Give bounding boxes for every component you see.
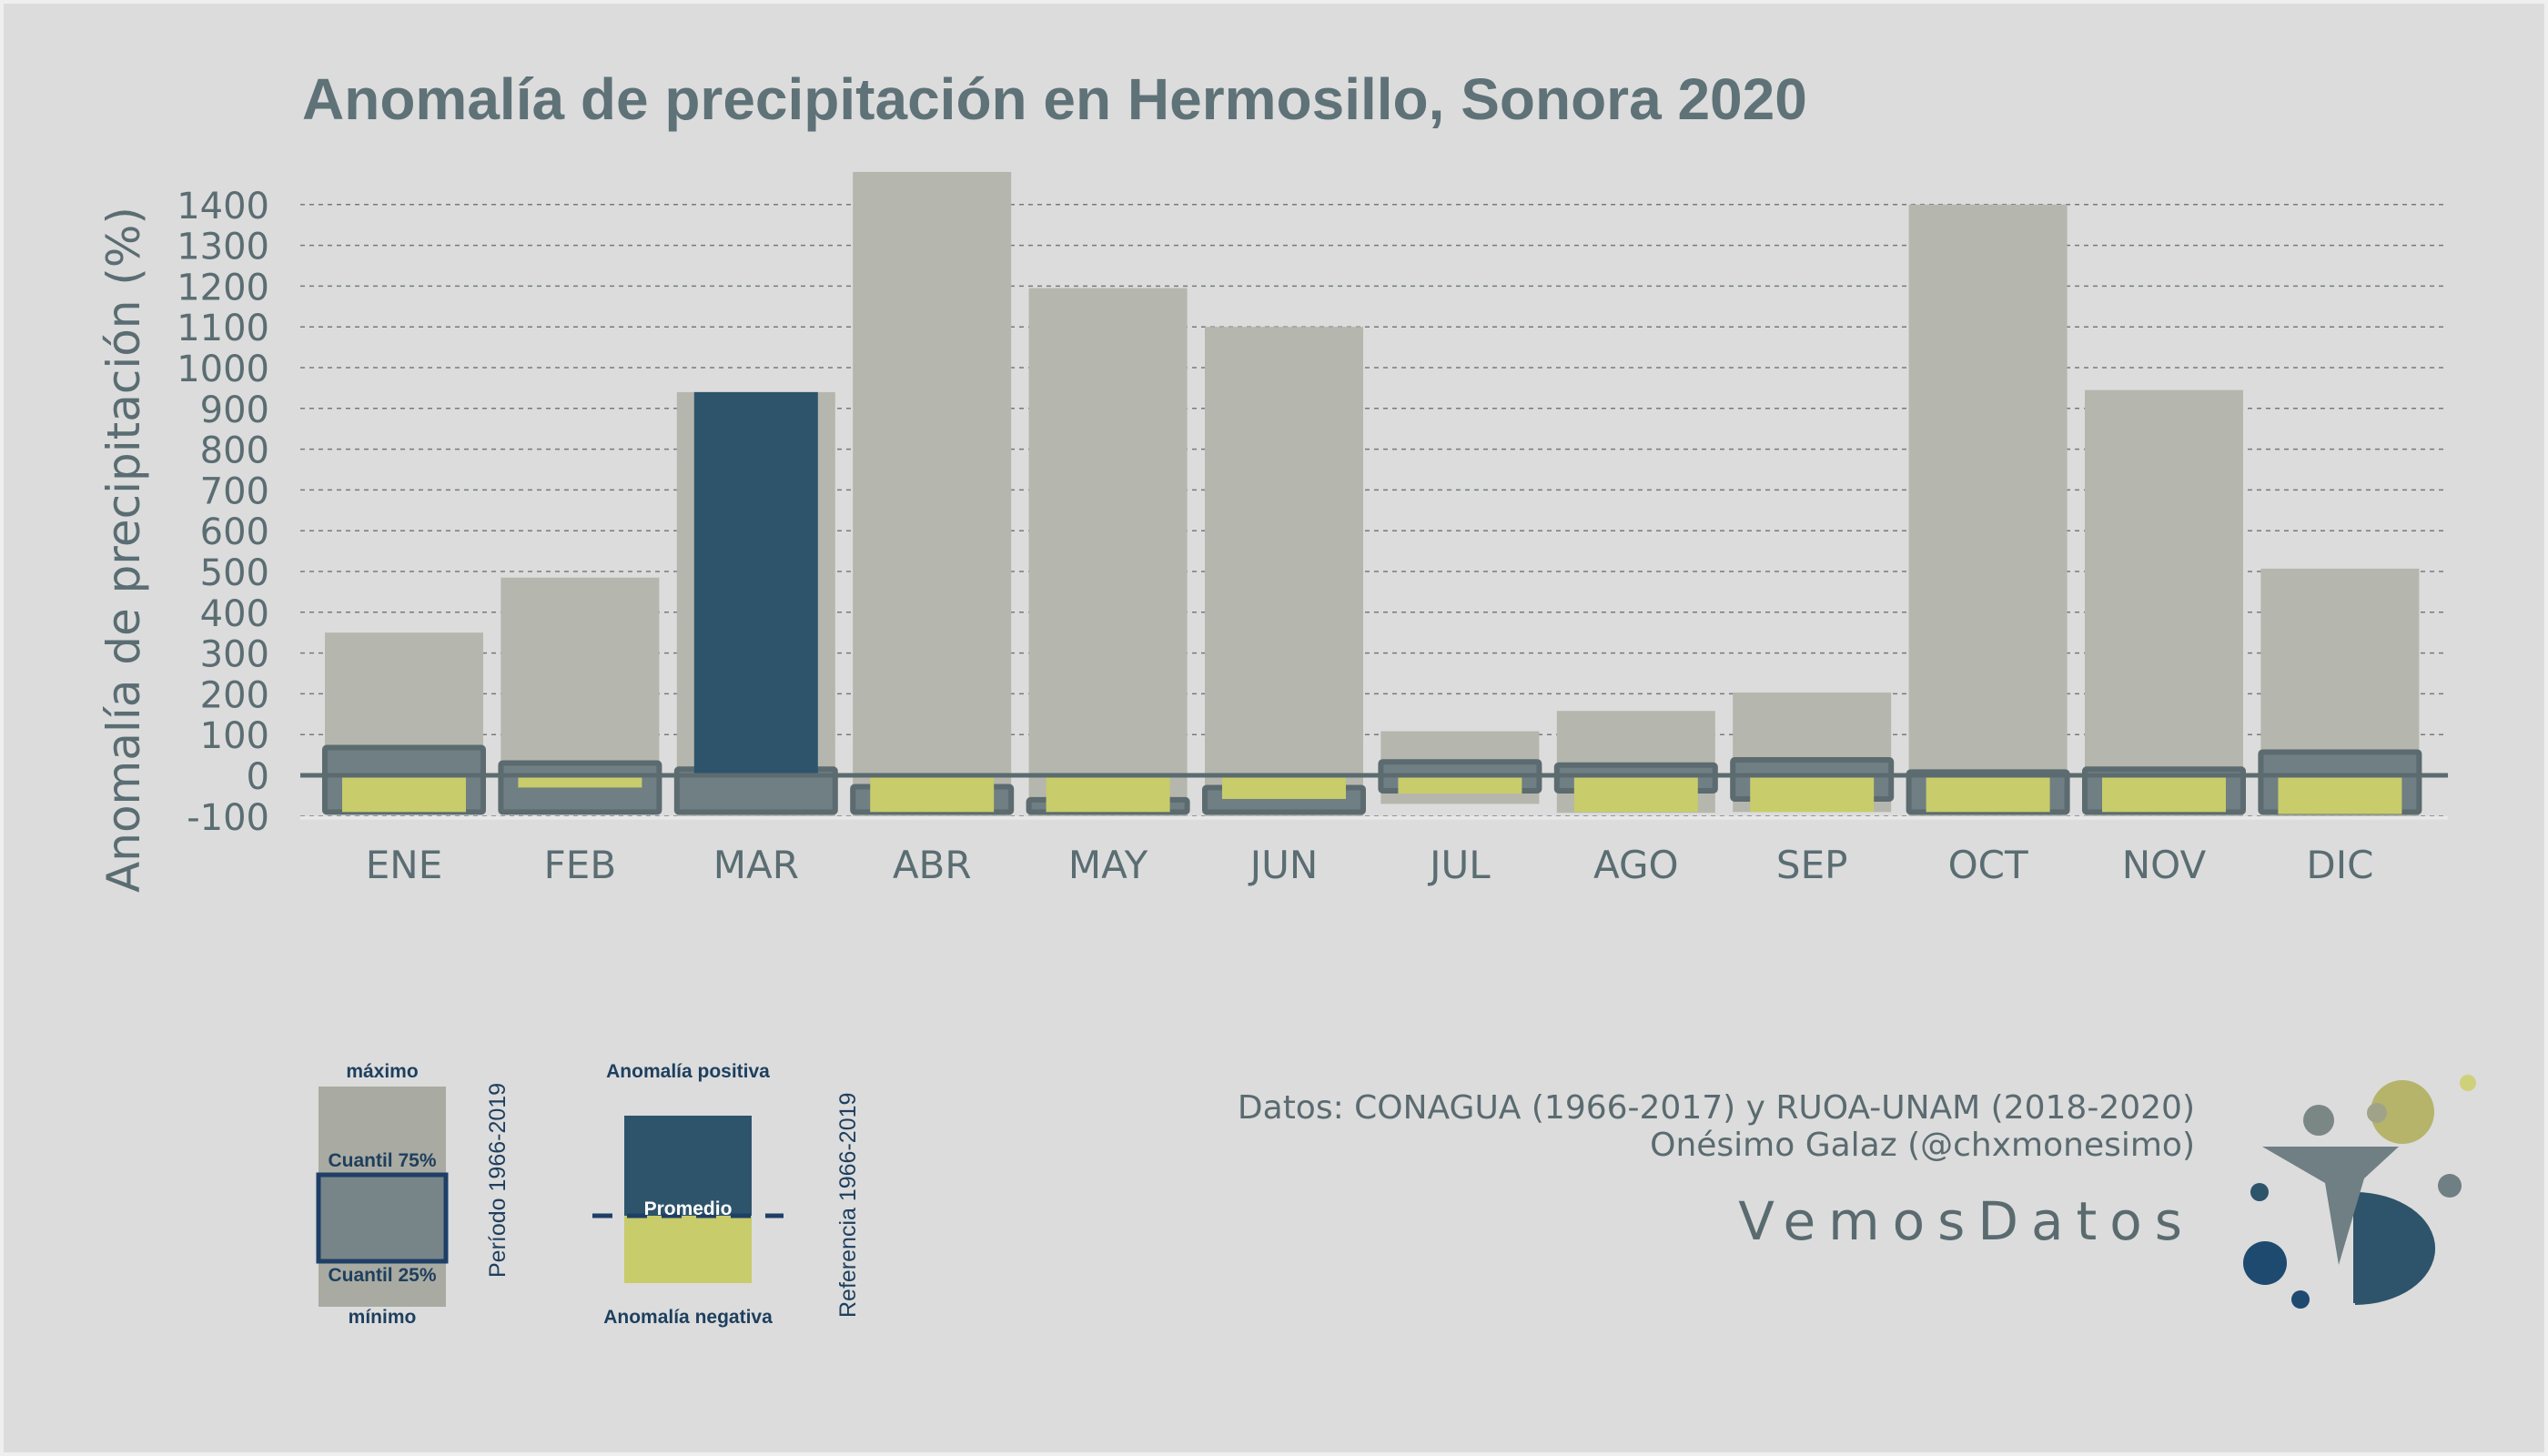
range-bar	[1205, 327, 1363, 816]
anomaly-bar-negative	[518, 777, 642, 788]
y-tick-labels: -100010020030040050060070080090010001100…	[177, 186, 269, 839]
anomaly-bar-negative	[342, 777, 466, 813]
y-tick-label: 1100	[177, 308, 269, 349]
y-tick-label: 1400	[177, 186, 269, 228]
y-tick-label: 900	[200, 389, 269, 431]
anomaly-bar-negative	[1398, 777, 1522, 794]
legend-negative-box	[624, 1216, 752, 1283]
legend-period-label: Período 1966-2019	[485, 1082, 511, 1278]
vemosdatos-logo	[2243, 1075, 2476, 1309]
legend-average-label: Promedio	[643, 1198, 733, 1219]
x-tick-label: JUL	[1427, 843, 1491, 887]
y-tick-label: 700	[200, 470, 269, 512]
x-tick-label: SEP	[1776, 843, 1848, 887]
range-bar	[2085, 389, 2243, 816]
legend-negative-label: Anomalía negativa	[603, 1307, 773, 1328]
anomaly-bar-negative	[2102, 777, 2226, 813]
y-tick-label: 600	[200, 511, 269, 553]
anomaly-bar-negative	[1573, 777, 1698, 813]
data-source-credit: Datos: CONAGUA (1966-2017) y RUOA-UNAM (…	[1237, 1089, 2195, 1127]
range-bar	[1908, 204, 2068, 816]
bars	[322, 171, 2422, 816]
legend-q25-label: Cuantil 25%	[328, 1265, 437, 1286]
legend-positive-box	[624, 1116, 752, 1216]
legend-reference-label: Referencia 1966-2019	[835, 1092, 861, 1318]
legend-quartile-box	[316, 1172, 449, 1264]
y-axis-label: Anomalía de precipitación (%)	[97, 207, 150, 893]
y-tick-label: 100	[200, 715, 269, 757]
legend-q75-label: Cuantil 75%	[328, 1150, 437, 1171]
anomaly-bar-positive	[693, 391, 818, 775]
y-tick-label: 1000	[177, 349, 269, 390]
x-tick-labels: ENE FEB MAR ABR MAY JUN JUL AGO SEP OCT NOV DIC	[366, 843, 2374, 887]
x-tick-label: DIC	[2306, 843, 2373, 887]
anomaly-bar-negative	[1222, 777, 1346, 799]
y-tick-label: 500	[200, 552, 269, 594]
x-tick-label: NOV	[2122, 843, 2207, 887]
y-tick-label: 800	[200, 430, 269, 472]
y-tick-label: 1200	[177, 267, 269, 308]
legend-anomaly-graphic	[592, 1116, 784, 1283]
x-tick-label: AGO	[1593, 843, 1679, 887]
range-bar	[853, 171, 1012, 816]
anomaly-bar-negative	[1750, 777, 1875, 813]
legend-range-graphic	[316, 1087, 449, 1307]
y-tick-label: -100	[187, 797, 269, 839]
y-tick-label: 200	[200, 674, 269, 716]
x-tick-label: FEB	[544, 843, 617, 887]
y-tick-label: 400	[200, 593, 269, 635]
y-tick-label: 0	[247, 756, 269, 798]
chart-title: Anomalía de precipitación en Hermosillo,…	[302, 66, 1807, 132]
y-tick-label: 300	[200, 634, 269, 676]
x-tick-label: MAY	[1068, 843, 1148, 887]
x-tick-label: OCT	[1948, 843, 2028, 887]
anomaly-bar-negative	[1046, 777, 1170, 813]
anomaly-bar-negative	[2278, 777, 2402, 814]
anomaly-bar-negative	[1926, 777, 2050, 813]
anomaly-bar-negative	[870, 777, 995, 813]
legend-max-label: máximo	[346, 1061, 419, 1082]
brand-name: VemosDatos	[1738, 1190, 2195, 1252]
legend-positive-label: Anomalía positiva	[606, 1061, 770, 1082]
author-credit: Onésimo Galaz (@chxmonesimo)	[1650, 1127, 2195, 1164]
y-tick-label: 1300	[177, 227, 269, 268]
x-tick-label: ENE	[366, 843, 443, 887]
x-tick-label: ABR	[893, 843, 972, 887]
x-tick-label: JUN	[1248, 843, 1319, 887]
legend-min-label: mínimo	[348, 1307, 417, 1328]
range-bar	[1028, 288, 1188, 816]
x-tick-label: MAR	[713, 843, 799, 887]
